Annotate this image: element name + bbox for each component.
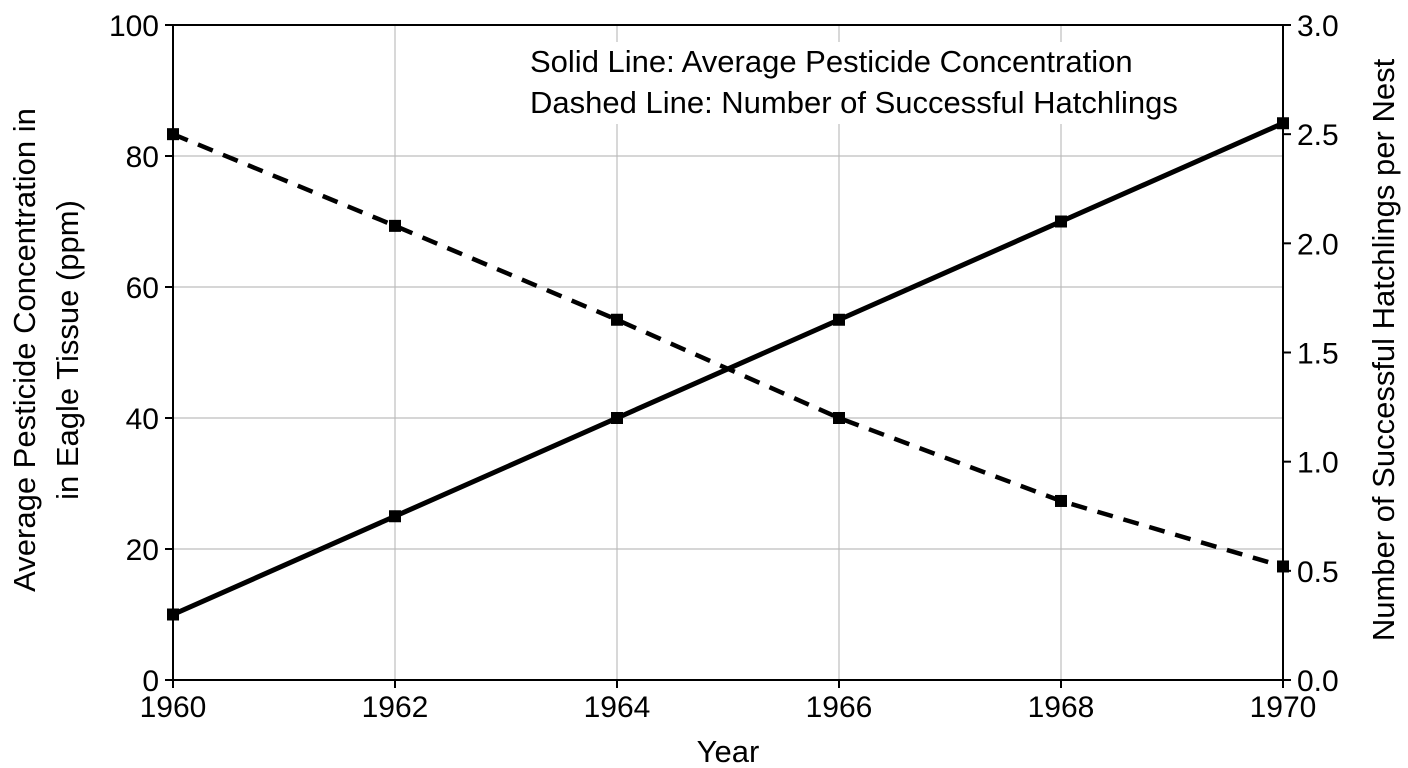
legend-entry-dashed: Dashed Line: Number of Successful Hatchl… <box>530 85 1178 120</box>
right-y-tick-label: 2.5 <box>1297 119 1339 152</box>
hatchling-point <box>167 128 179 141</box>
left-y-tick-label: 40 <box>126 403 159 436</box>
pesticide-point <box>833 313 845 326</box>
grid <box>172 24 1284 681</box>
left-y-tick-label: 20 <box>126 534 159 567</box>
pesticide-point <box>389 510 401 523</box>
right-axis-title: Number of Successful Hatchlings per Nest <box>1366 58 1401 641</box>
right-y-tick-label: 0.0 <box>1297 665 1339 698</box>
left-y-tick-label: 0 <box>142 665 159 698</box>
series <box>167 117 1289 621</box>
right-y-tick-label: 1.0 <box>1297 447 1339 480</box>
ticks: 1960 1962 1964 1966 1968 1970 0 20 40 60 80 100 0.0 0… <box>109 10 1339 724</box>
hatchling-point <box>611 313 623 326</box>
left-axis-title-line-1: Average Pesticide Concentration in <box>7 108 42 592</box>
x-axis-title: Year <box>697 734 760 768</box>
right-y-tick-label: 1.5 <box>1297 338 1339 371</box>
hatchling-point <box>1277 560 1289 573</box>
legend-entry-solid: Solid Line: Average Pesticide Concentrat… <box>530 44 1133 79</box>
x-tick-label: 1960 <box>140 691 207 724</box>
left-y-tick-label: 60 <box>126 272 159 305</box>
left-y-tick-label: 80 <box>126 141 159 174</box>
x-tick-label: 1962 <box>362 691 429 724</box>
hatchling-point <box>1055 494 1067 507</box>
pesticide-point <box>611 412 623 424</box>
pesticide-point <box>1055 215 1067 228</box>
hatchling-point <box>833 412 845 424</box>
legend-background <box>526 42 1182 124</box>
pesticide-point <box>167 608 179 621</box>
right-y-tick-label: 2.0 <box>1297 228 1339 261</box>
x-tick-label: 1968 <box>1028 691 1095 724</box>
series-line-hatchlings <box>172 132 1284 569</box>
right-y-tick-label: 3.0 <box>1297 10 1339 43</box>
x-tick-label: 1970 <box>1250 691 1317 724</box>
pesticide-point <box>1277 117 1289 130</box>
left-axis-title-line-2: in Eagle Tissue (ppm) <box>50 200 85 500</box>
left-y-tick-label: 100 <box>109 10 159 43</box>
right-y-tick-label: 0.5 <box>1297 556 1339 589</box>
x-tick-label: 1966 <box>806 691 873 724</box>
hatchling-point <box>389 219 401 232</box>
x-tick-label: 1964 <box>584 691 651 724</box>
